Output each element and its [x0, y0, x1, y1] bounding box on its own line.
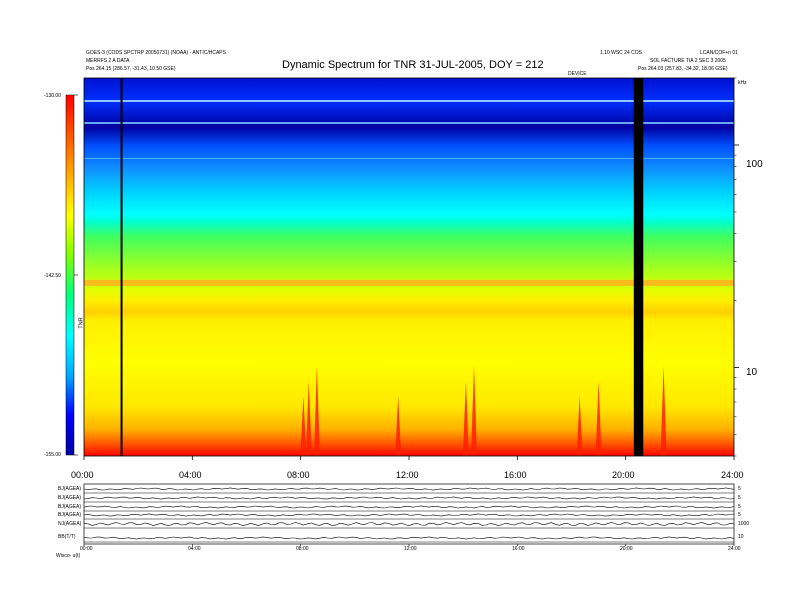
data-trace — [83, 496, 735, 500]
colorbar — [65, 94, 75, 456]
trace-scale: 10 — [738, 534, 744, 540]
mini-label: DEVICE — [568, 71, 587, 77]
trace-scale: 5 — [738, 512, 741, 518]
spectral-stripe — [84, 100, 734, 102]
trace-label: BJ(AGEA) — [58, 486, 82, 492]
x-tick-label: 12:00 — [396, 470, 419, 480]
spectral-stripe — [84, 122, 734, 124]
y-tick-label: 100 — [746, 159, 763, 170]
trace-scale: 5 — [738, 486, 741, 492]
data-trace — [83, 487, 735, 491]
trace-label: BJ(AGEA) — [58, 495, 82, 501]
trace-scale: 1000 — [738, 521, 750, 527]
bottom-x-tick: 16:00 — [512, 546, 525, 552]
x-tick-label: 16:00 — [504, 470, 527, 480]
x-tick-label: 20:00 — [612, 470, 635, 480]
y-tick-label: 10 — [746, 367, 758, 378]
trace-label: BJ(AGEA) — [58, 512, 82, 518]
radio-burst — [471, 366, 477, 456]
spectrogram-plot-area — [84, 78, 734, 456]
data-gap — [633, 78, 644, 456]
header-left-line1: GOES-3 (CODS SPCTRP 20050731) (NOAA) · A… — [86, 50, 226, 56]
bottom-x-tick: 12:00 — [404, 546, 417, 552]
x-tick-label: 08:00 — [287, 470, 310, 480]
radio-burst — [576, 396, 583, 456]
radio-burst — [462, 381, 469, 456]
radio-burst — [395, 396, 402, 456]
x-tick-label: 00:00 — [71, 470, 94, 480]
corner-label: kHz — [738, 80, 747, 86]
bright-frequency-band — [84, 279, 734, 286]
bottom-x-tick: 04:00 — [188, 546, 201, 552]
radio-burst — [660, 366, 667, 456]
header-right-line1: 1.10 WSC 24 COS — [600, 50, 642, 56]
bottom-x-tick: 00:00 — [80, 546, 93, 552]
header-left-line3: Pos 264.15 (286.57, -31.43, 10.50 GSE) — [86, 66, 176, 72]
spectral-stripe — [84, 158, 734, 159]
x-tick-label: 24:00 — [721, 470, 744, 480]
bottom-x-tick: 24:00 — [728, 546, 741, 552]
header-left-line2: MERRFS 2 A DATA — [86, 58, 130, 64]
colorbar-tick-label: -155.00 — [44, 452, 61, 458]
data-trace — [83, 505, 735, 509]
trace-label: BJ(AGEA) — [58, 504, 82, 510]
radio-burst — [595, 381, 602, 456]
header-right-line3: SOL FACTURE TIA 2 SEC 3 2005 — [650, 58, 726, 64]
bottom-footer-label: Wisco- u(t) — [56, 553, 81, 559]
x-tick-label: 04:00 — [179, 470, 202, 480]
header-right-line2: LCAN/COF+n 01 — [700, 50, 738, 56]
data-trace — [83, 513, 735, 517]
bottom-panel-frame — [83, 483, 735, 545]
bottom-x-tick: 20:00 — [620, 546, 633, 552]
data-gap — [120, 78, 123, 456]
radio-burst — [313, 366, 320, 456]
radio-burst — [300, 396, 307, 456]
trace-label: NJ(AGEA) — [58, 521, 82, 527]
data-trace — [83, 521, 735, 527]
chart-title: Dynamic Spectrum for TNR 31-JUL-2005, DO… — [282, 59, 544, 71]
trace-label: BB(T/T) — [58, 534, 76, 540]
colorbar-tick-label: -142.50 — [44, 273, 61, 279]
trace-scale: 5 — [738, 495, 741, 501]
data-trace — [83, 536, 735, 540]
bottom-x-tick: 08:00 — [296, 546, 309, 552]
colorbar-tick-label: -130.00 — [44, 93, 61, 99]
radio-burst — [305, 381, 312, 456]
header-right-line4: Pos 264.03 (257.83, -34.32, 18.06 GSE) — [638, 66, 728, 72]
trace-scale: 5 — [738, 504, 741, 510]
